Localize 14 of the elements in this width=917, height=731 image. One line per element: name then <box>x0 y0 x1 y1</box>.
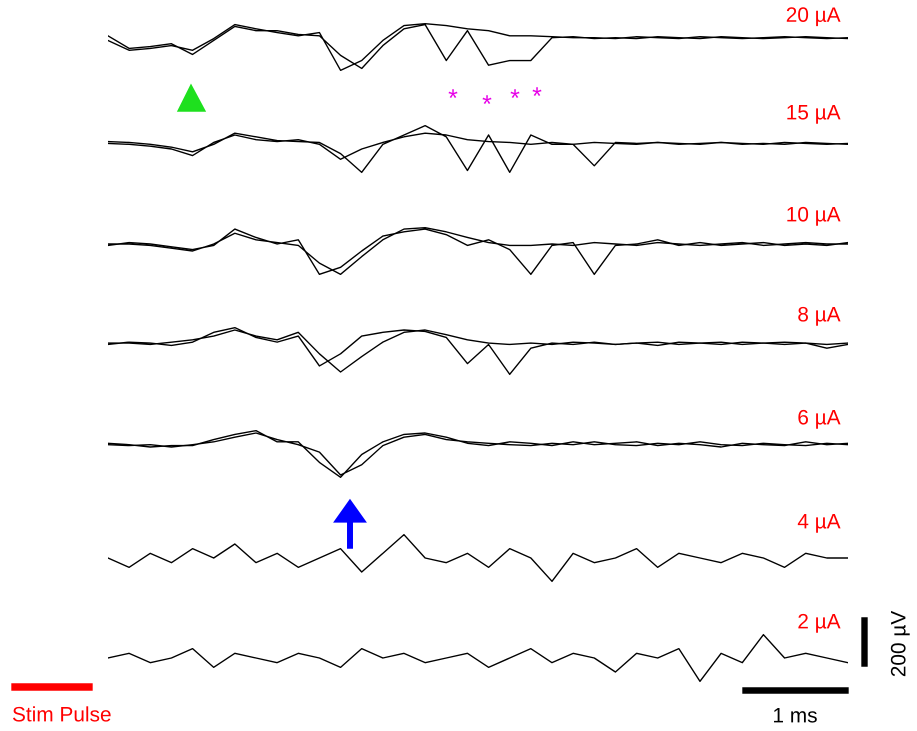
text: * <box>510 89 520 98</box>
text: * <box>532 87 542 96</box>
text: 1 ms <box>774 708 817 723</box>
text: 200 µV <box>890 610 910 676</box>
annotation: 20 µA <box>786 7 841 26</box>
text: 2 µA <box>798 614 841 633</box>
text: 10 µA <box>787 206 841 226</box>
text: 6 µA <box>798 410 841 429</box>
text: * <box>448 89 458 98</box>
text: 8 µA <box>798 306 841 326</box>
text: * <box>482 95 492 104</box>
text: Stim Pulse <box>12 706 111 722</box>
text: 15 µA <box>787 105 841 124</box>
text: 4 µA <box>798 514 841 533</box>
